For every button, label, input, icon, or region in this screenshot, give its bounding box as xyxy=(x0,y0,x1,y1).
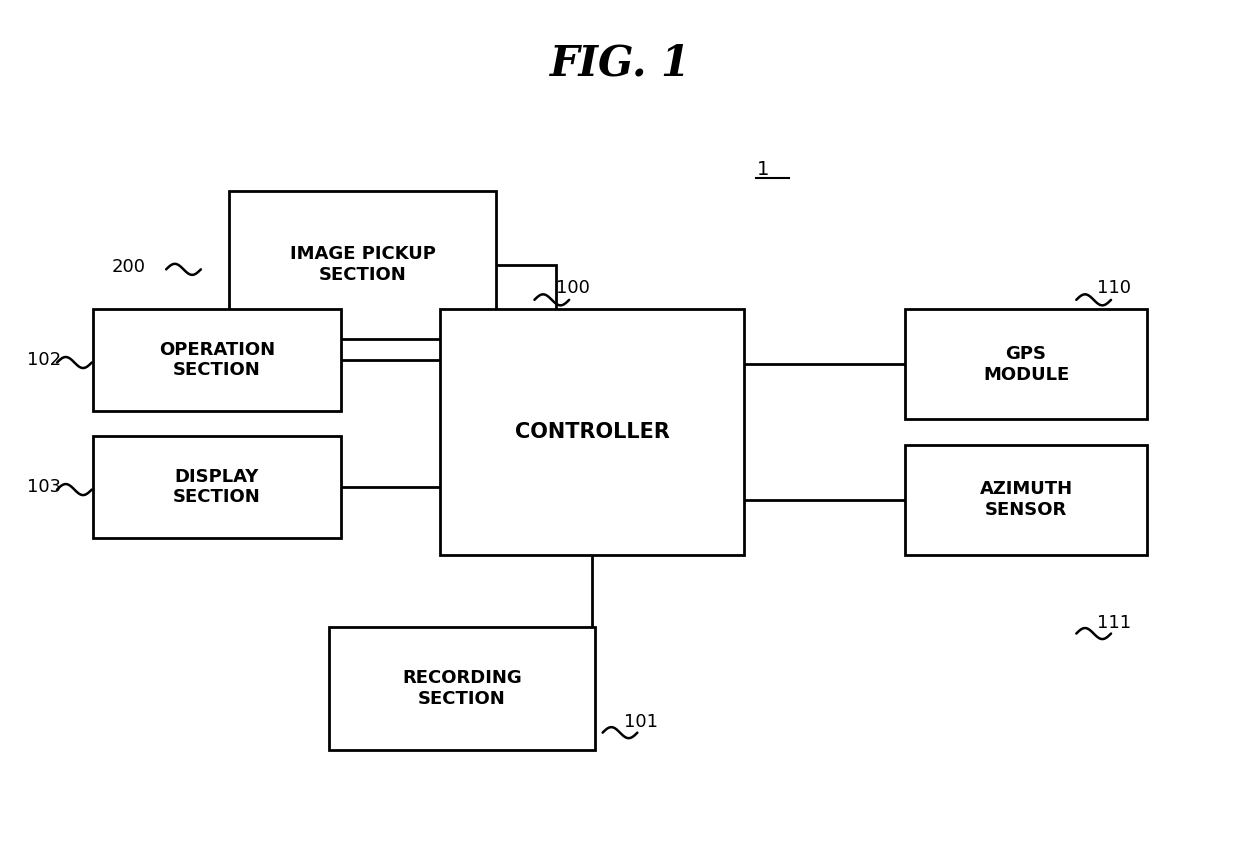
Text: OPERATION
SECTION: OPERATION SECTION xyxy=(159,340,275,379)
Text: 102: 102 xyxy=(27,351,62,369)
Text: IMAGE PICKUP
SECTION: IMAGE PICKUP SECTION xyxy=(290,246,435,284)
Text: RECORDING
SECTION: RECORDING SECTION xyxy=(402,669,522,707)
Bar xyxy=(329,627,595,750)
Text: FIG. 1: FIG. 1 xyxy=(549,42,691,85)
Bar xyxy=(93,309,341,411)
Text: GPS
MODULE: GPS MODULE xyxy=(983,345,1069,384)
Text: CONTROLLER: CONTROLLER xyxy=(515,422,670,442)
Bar xyxy=(905,309,1147,419)
Bar xyxy=(93,436,341,538)
Bar xyxy=(440,309,744,555)
Bar xyxy=(905,445,1147,555)
Text: 100: 100 xyxy=(556,279,589,297)
Text: 101: 101 xyxy=(624,712,657,731)
Text: 200: 200 xyxy=(112,257,145,276)
Text: 111: 111 xyxy=(1097,613,1132,632)
Bar xyxy=(229,191,496,339)
Text: 103: 103 xyxy=(27,478,62,496)
Text: 1: 1 xyxy=(756,160,769,179)
Text: AZIMUTH
SENSOR: AZIMUTH SENSOR xyxy=(980,480,1073,519)
Text: DISPLAY
SECTION: DISPLAY SECTION xyxy=(174,468,260,507)
Text: 110: 110 xyxy=(1097,279,1131,297)
